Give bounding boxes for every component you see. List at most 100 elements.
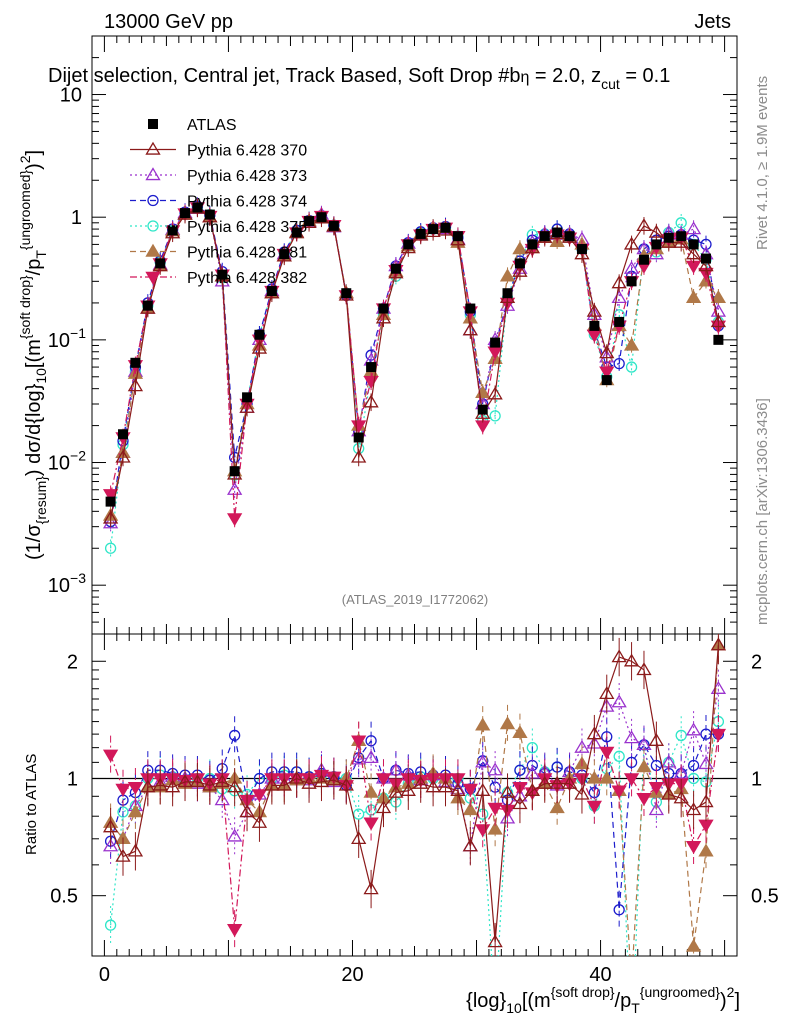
ratio-point-p374 [687,759,700,772]
point-p370 [648,224,665,238]
main-ytick-label: 10 [60,85,82,107]
point-p382 [102,489,119,503]
point-p370 [599,345,615,359]
ratio-point-p373 [611,694,627,708]
main-axis-ticks: 10−3 10−2 10−1 1 10 [48,35,737,635]
point-ATLAS [564,231,575,242]
ratio-point-p374 [253,772,266,785]
ratio-point-p370 [239,804,255,818]
ratio-point-p370 [710,637,727,651]
ratio-point-p373 [363,750,379,764]
ratio-point-p370 [685,802,702,816]
x-axis-label: {log}10[(m{soft drop}/pT{ungroomed})2] [466,984,740,1016]
ratio-point-p370 [524,782,540,796]
ratio-point-p382 [475,824,491,838]
point-p382 [227,513,243,527]
ratio-point-p370 [140,779,156,793]
ratio-point-p370 [413,775,429,789]
ratio-point-p370 [388,784,404,798]
legend-marker-p373 [145,167,161,181]
ratio-point-p373 [574,739,590,753]
point-ATLAS [279,249,290,260]
ratio-point-p381 [487,821,503,835]
ratio-point-p382 [363,817,379,831]
point-ATLAS [378,303,389,314]
ratio-ytick-label: 1 [67,768,78,790]
point-ATLAS [539,231,550,242]
ratio-point-p375 [117,806,129,818]
legend-label-ATLAS: ATLAS [187,117,237,134]
legend-marker-p375 [147,220,159,232]
ratio-point-p370 [561,775,578,789]
ratio-point-p374 [228,729,241,742]
ratio-point-p373 [227,828,243,842]
ratio-point-p382 [487,802,503,816]
point-ATLAS [700,253,711,264]
point-ATLAS [688,239,699,250]
main-ytick-label: 10−1 [48,325,86,352]
rivet-label: Rivet 4.1.0, ≥ 1.9M events [754,76,771,250]
point-ATLAS [328,220,339,231]
ratio-point-p370 [450,782,466,796]
ratio-point-p381 [698,843,714,857]
point-p370 [673,234,689,248]
ratio-point-p370 [251,814,268,828]
point-ATLAS [527,239,538,250]
point-ATLAS [477,404,488,415]
ratio-point-p370 [586,726,602,740]
main-series-layer [102,197,727,558]
main-ytick-label: 10−2 [48,448,86,475]
ratio-series-p370 [102,634,727,956]
point-ATLAS [390,263,401,274]
xtick-label: 0 [99,964,110,986]
point-ATLAS [651,239,662,250]
point-ATLAS [415,228,426,239]
ratio-point-p370 [425,779,441,793]
point-p381 [512,241,528,255]
point-p373 [102,515,119,529]
legend-marker-ATLAS [148,119,158,129]
ratio-ytick-label: 2 [67,651,78,673]
point-p370 [462,322,478,336]
ratio-point-p370 [648,732,665,746]
point-ATLAS [118,429,129,440]
point-ATLAS [514,258,525,269]
point-ATLAS [403,239,414,250]
ratio-point-p382 [710,728,727,742]
legend-label-p375: Pythia 6.428 375 [187,219,307,236]
ratio-point-p373 [710,680,727,694]
ratio-point-p381 [462,802,478,816]
ratio-point-p382 [251,789,268,803]
ratio-ytick-label-right: 2 [751,651,762,673]
ratio-axis-ticks: 0.5 0.51 12 20 20 40 [50,634,779,986]
point-p370 [512,263,528,277]
point-ATLAS [502,288,513,299]
point-ATLAS [291,227,302,238]
point-p370 [685,246,702,260]
series-ATLAS [105,202,724,507]
point-p370 [115,449,131,463]
point-p370 [239,399,255,413]
point-p382 [351,420,367,434]
point-p381 [710,290,727,304]
point-p370 [636,218,652,232]
ratio-point-p370 [574,786,590,800]
ratio-line-p375 [110,721,719,956]
ratio-point-p373 [102,838,119,852]
ratio-point-p375 [353,808,365,820]
point-p375 [625,361,638,373]
ratio-line-p373 [110,688,719,847]
ratio-point-p373 [487,762,503,776]
xtick-label: 40 [589,964,611,986]
ratio-point-p370 [599,686,615,699]
point-ATLAS [589,320,600,331]
legend-entry-p381: Pythia 6.428 381 [130,243,307,262]
point-ATLAS [440,222,451,233]
ratio-point-p370 [164,779,181,793]
ratio-point-p370 [661,786,677,800]
ratio-point-p370 [437,779,454,793]
ratio-point-p381 [685,938,702,952]
legend-label-p370: Pythia 6.428 370 [187,143,307,160]
point-p370 [102,510,119,524]
